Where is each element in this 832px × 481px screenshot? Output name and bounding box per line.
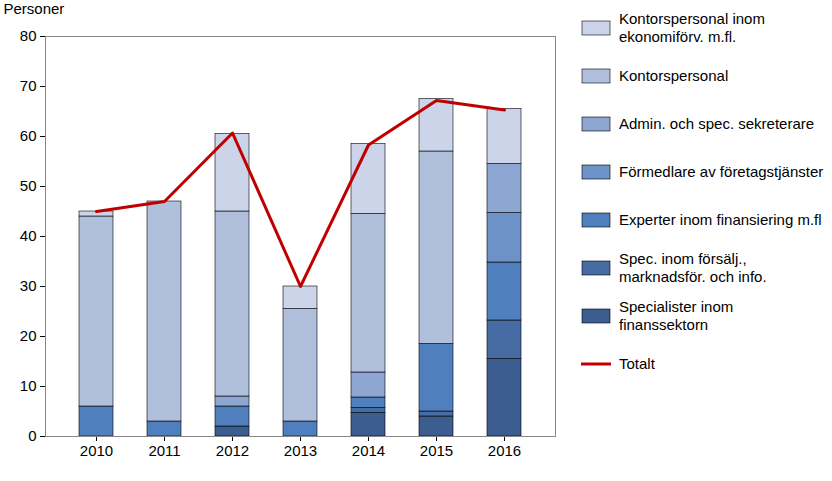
svg-text:2014: 2014	[352, 442, 385, 459]
html-text:Specialister inom finanssektor: Specialister inom finanssektorn	[619, 298, 734, 333]
html-text:Spec. inom försälj., marknadsf: Spec. inom försälj., marknadsför. och in…	[619, 250, 767, 285]
html-text:Kontorspersonal inom ekonomifö: Kontorspersonal inom ekonomiförv. m.fl.	[619, 10, 765, 45]
svg-text:30: 30	[20, 277, 37, 294]
svg-text:70: 70	[20, 77, 37, 94]
html-text:Experter inom finansiering m.f: Experter inom finansiering m.fl	[619, 211, 822, 228]
svg-text:2013: 2013	[284, 442, 317, 459]
html-text:Admin. och spec. sekreterare: Admin. och spec. sekreterare	[619, 115, 815, 132]
svg-text:2015: 2015	[420, 442, 453, 459]
svg-text:2010: 2010	[80, 442, 113, 459]
html-text:Förmedlare av företagstjänster: Förmedlare av företagstjänster	[619, 163, 824, 180]
html-text:Totalt: Totalt	[619, 355, 655, 372]
html-text:Kontorspersonal: Kontorspersonal	[619, 67, 729, 84]
svg-text:10: 10	[20, 377, 37, 394]
svg-text:40: 40	[20, 227, 37, 244]
svg-text:60: 60	[20, 127, 37, 144]
svg-text:80: 80	[20, 27, 37, 44]
svg-text:Personer: Personer	[4, 0, 65, 17]
svg-text:2016: 2016	[488, 442, 521, 459]
svg-text:50: 50	[20, 177, 37, 194]
svg-text:2011: 2011	[148, 442, 180, 459]
svg-text:20: 20	[20, 327, 37, 344]
svg-text:0: 0	[28, 427, 36, 444]
svg-text:2012: 2012	[216, 442, 249, 459]
